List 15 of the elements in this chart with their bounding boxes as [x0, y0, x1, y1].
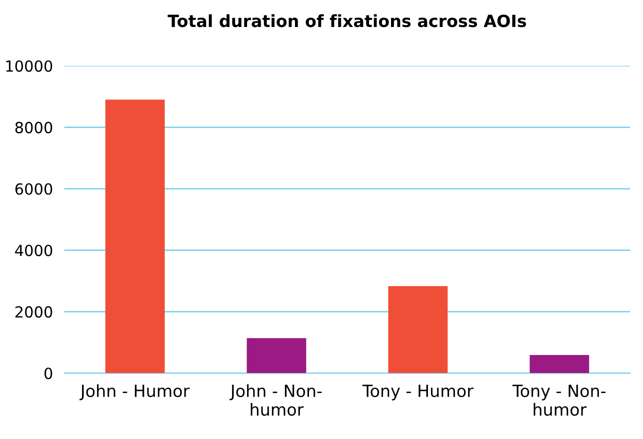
bar [105, 100, 165, 374]
x-tick-label: Tony - Non- humor [512, 384, 606, 416]
x-tick-label: John - Non- humor [230, 384, 322, 416]
bar [530, 355, 590, 374]
y-tick-label: 10000 [6, 60, 52, 72]
bar [246, 338, 306, 374]
y-tick-label: 4000 [15, 244, 52, 256]
y-tick-label: 8000 [15, 122, 52, 134]
x-tick-label: John - Humor [80, 384, 190, 400]
y-tick-label: 6000 [15, 183, 52, 195]
chart-title: Total duration of fixations across AOIs [168, 14, 526, 28]
bar [388, 286, 448, 374]
y-tick-label: 2000 [15, 306, 52, 318]
x-tick-label: Tony - Humor [362, 384, 474, 400]
y-tick-label: 0 [44, 368, 52, 380]
